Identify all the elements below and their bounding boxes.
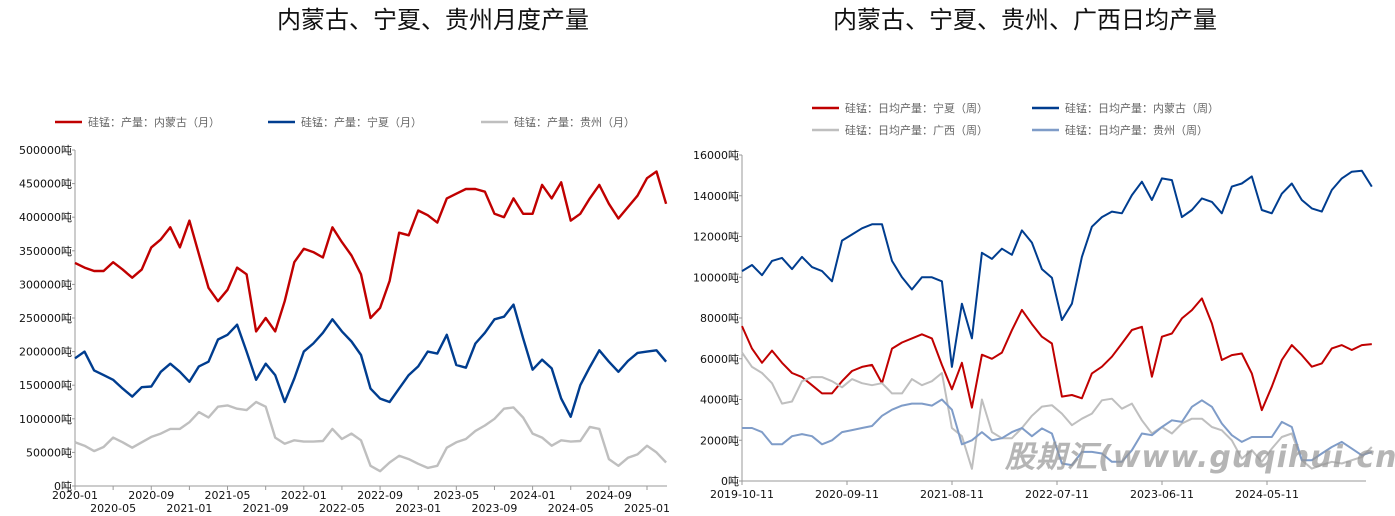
y-tick-label: 12000吨: [693, 231, 739, 244]
x-tick-label: 2020-09-11: [815, 488, 879, 501]
x-tick-label: 2024-01: [510, 489, 556, 502]
left-chart-title: 内蒙古、宁夏、贵州月度产量: [277, 6, 589, 34]
x-tick-label: 2021-01: [166, 502, 212, 515]
x-tick-label: 2022-07-11: [1025, 488, 1089, 501]
legend-label-2: 硅锰：产量：贵州（月）: [514, 115, 635, 129]
y-tick-label: 500000吨: [19, 144, 72, 157]
x-tick-label: 2023-09: [471, 502, 517, 515]
y-tick-label: 6000吨: [700, 353, 739, 366]
x-tick-label: 2021-05: [205, 489, 251, 502]
legend-label-1: 硅锰：产量：宁夏（月）: [301, 115, 422, 129]
legend-label-1: 硅锰：日均产量：内蒙古（周）: [1065, 101, 1219, 115]
y-tick-label: 2000吨: [700, 434, 739, 447]
watermark: 股期汇(www.guqihui.cn): [1005, 440, 1395, 475]
y-tick-label: 16000吨: [693, 149, 739, 162]
y-tick-label: 200000吨: [19, 346, 72, 359]
legend-label-0: 硅锰：日均产量：宁夏（周）: [845, 101, 988, 115]
y-tick-label: 14000吨: [693, 190, 739, 203]
y-tick-label: 300000吨: [19, 278, 72, 291]
x-tick-label: 2024-05: [548, 502, 594, 515]
x-tick-label: 2022-01: [281, 489, 327, 502]
y-tick-label: 400000吨: [19, 211, 72, 224]
legend-label-3: 硅锰：日均产量：贵州（周）: [1065, 123, 1208, 137]
series-line-2: [74, 400, 667, 473]
series-line-3: [742, 398, 1373, 467]
y-tick-label: 4000吨: [700, 394, 739, 407]
x-tick-label: 2021-09: [243, 502, 289, 515]
y-tick-label: 0吨: [54, 480, 72, 493]
y-tick-label: 10000吨: [693, 271, 739, 284]
y-tick-label: 8000吨: [700, 312, 739, 325]
right-chart-title: 内蒙古、宁夏、贵州、广西日均产量: [833, 6, 1217, 34]
series-line-0: [741, 297, 1372, 412]
series-line-0: [74, 170, 668, 333]
y-tick-label: 450000吨: [19, 178, 72, 191]
x-tick-label: 2022-05: [319, 502, 365, 515]
x-tick-label: 2023-06-11: [1130, 488, 1194, 501]
x-tick-label: 2022-09: [357, 489, 403, 502]
series-line-2: [741, 352, 1373, 470]
x-tick-label: 2023-01: [395, 502, 441, 515]
y-tick-label: 100000吨: [19, 413, 72, 426]
x-tick-label: 2023-05: [433, 489, 479, 502]
legend-label-0: 硅锰：产量：内蒙古（月）: [88, 115, 220, 129]
x-tick-label: 2024-09: [586, 489, 632, 502]
x-tick-label: 2021-08-11: [920, 488, 984, 501]
y-tick-label: 350000吨: [19, 245, 72, 258]
x-tick-label: 2024-05-11: [1235, 488, 1299, 501]
series-line-1: [741, 169, 1373, 368]
x-tick-label: 2020-09: [128, 489, 174, 502]
legend-label-2: 硅锰：日均产量：广西（周）: [845, 123, 988, 137]
x-tick-label: 2025-01: [624, 502, 670, 515]
x-tick-label: 2019-10-11: [710, 488, 774, 501]
series-line-1: [74, 303, 668, 418]
y-tick-label: 250000吨: [19, 312, 72, 325]
x-tick-label: 2020-01: [52, 489, 98, 502]
y-tick-label: 150000吨: [19, 379, 72, 392]
x-tick-label: 2020-05: [90, 502, 136, 515]
y-tick-label: 0吨: [721, 475, 739, 488]
y-tick-label: 50000吨: [26, 446, 72, 459]
